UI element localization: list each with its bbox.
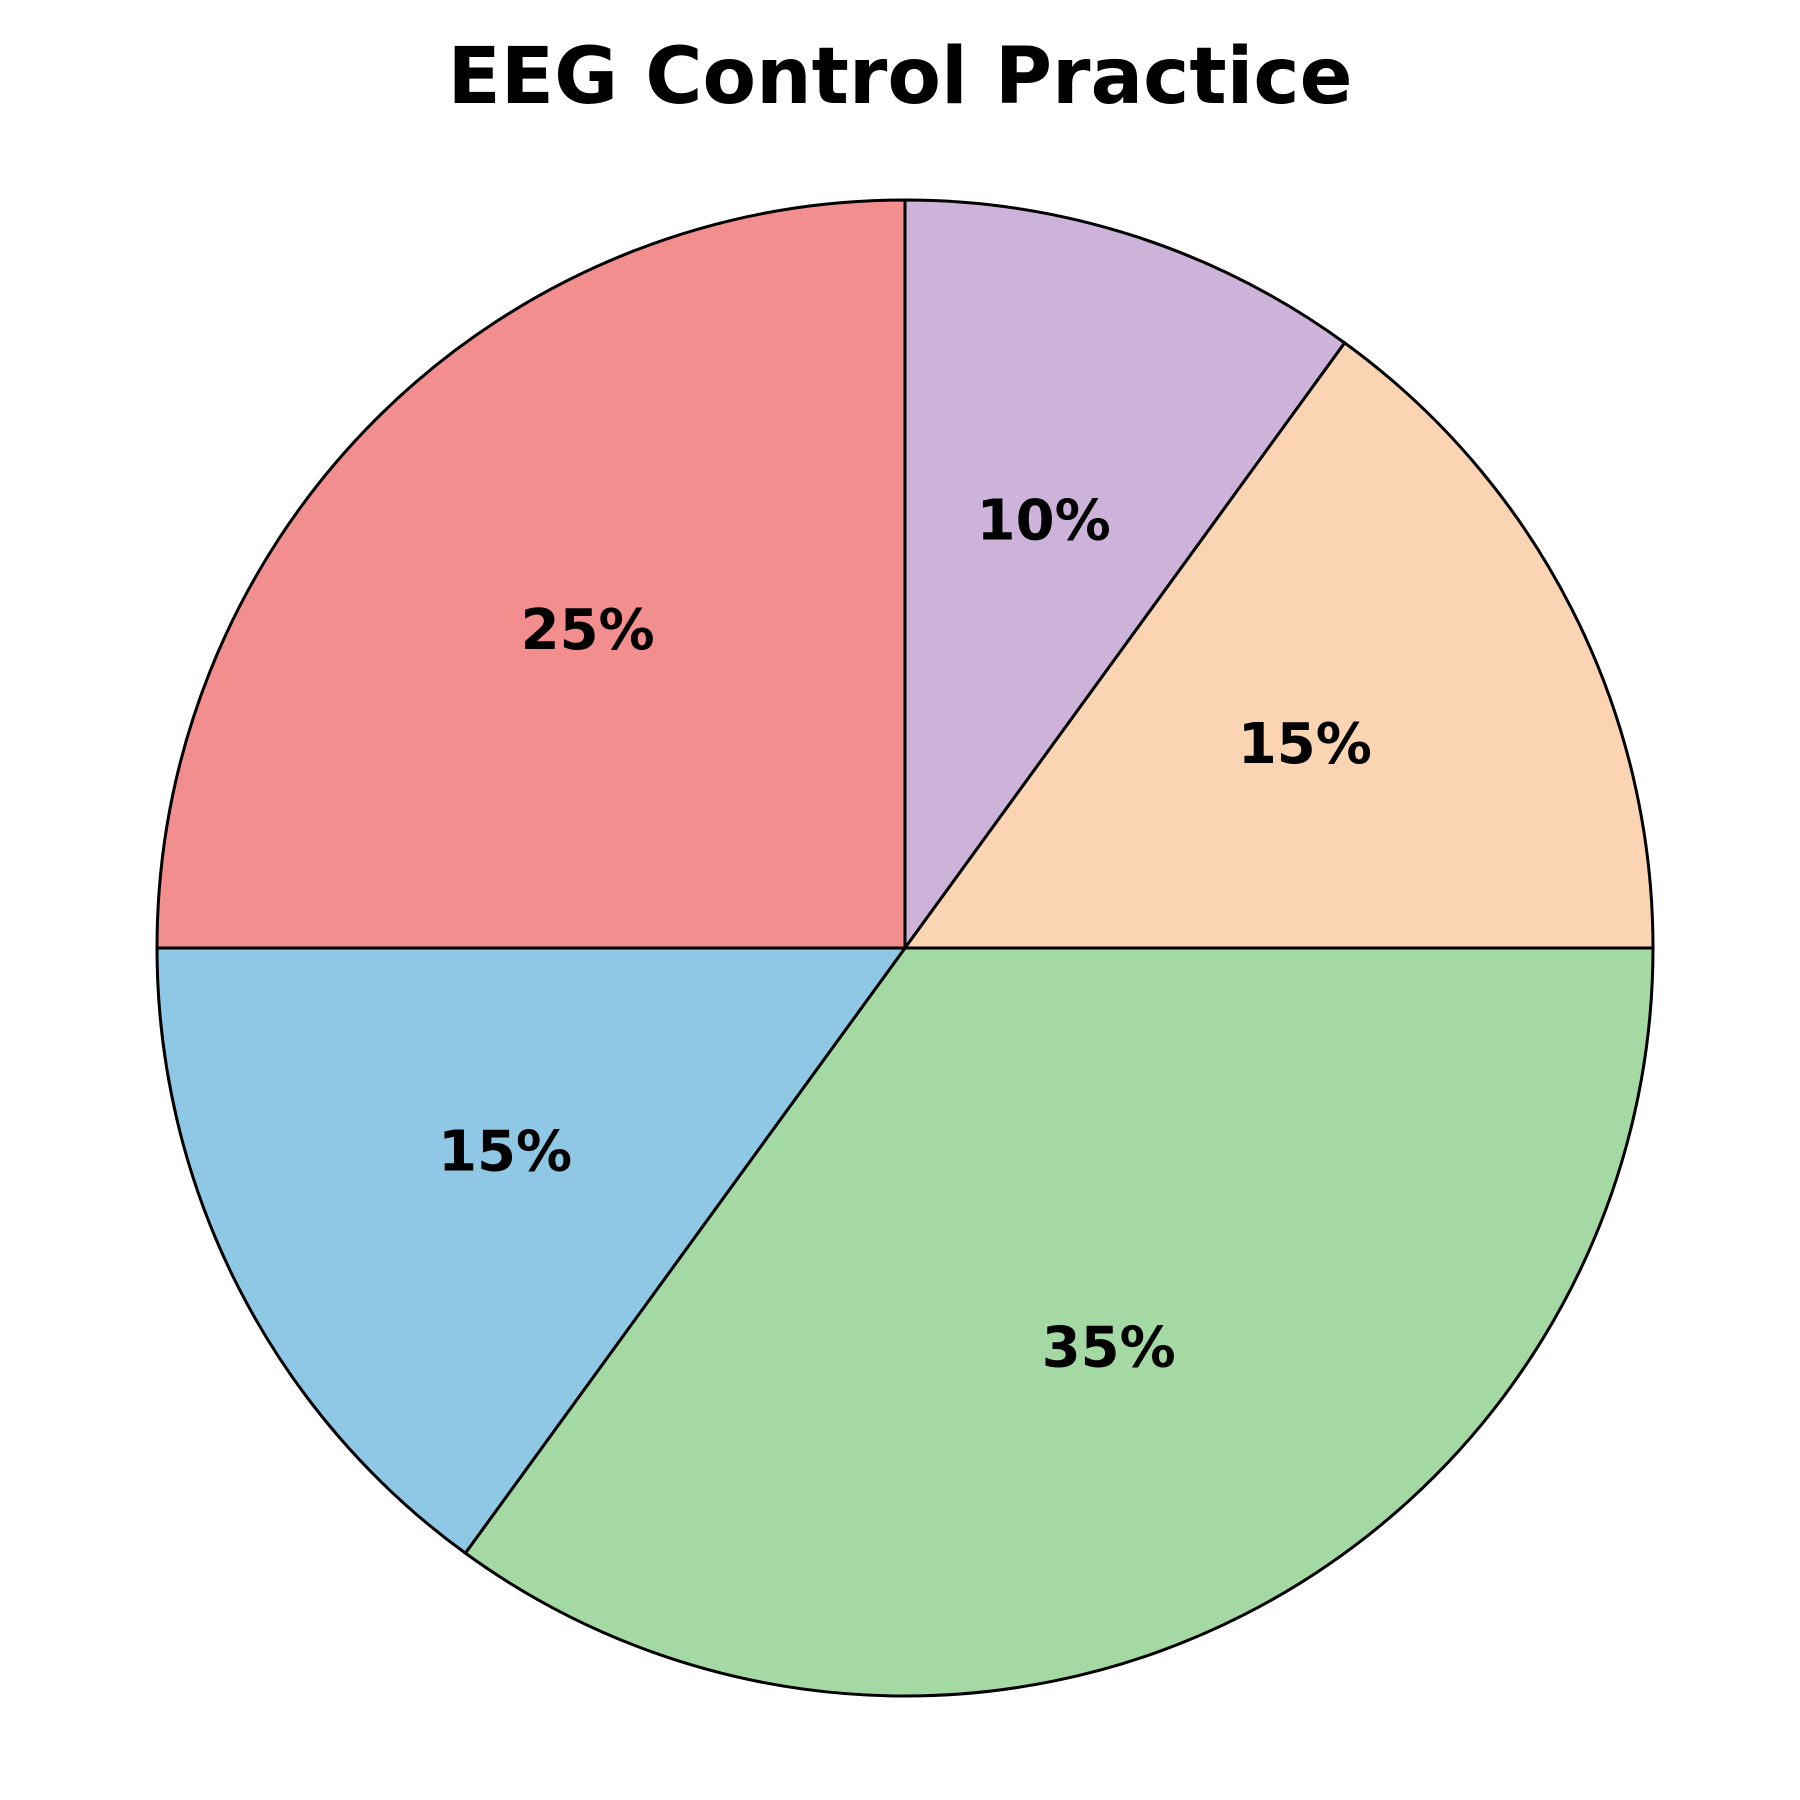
pie-slices: [155, 198, 1655, 1698]
pie-slice-1: [902, 340, 1655, 950]
pie-slice-label-1: 15%: [1238, 712, 1372, 777]
pie-slice-label-2: 35%: [1042, 1315, 1176, 1380]
pie-slice-4: [155, 198, 907, 950]
pie-slice-label-0: 10%: [977, 489, 1111, 554]
pie-slice-3: [155, 946, 908, 1556]
pie-slice-0: [903, 198, 1347, 953]
pie-labels: 10% 15% 35% 15% 25%: [438, 489, 1372, 1381]
pie-slice-label-3: 15%: [438, 1119, 572, 1184]
chart-title: EEG Control Practice: [447, 32, 1353, 122]
pie-slice-2: [463, 946, 1655, 1698]
pie-slice-label-4: 25%: [521, 598, 655, 663]
